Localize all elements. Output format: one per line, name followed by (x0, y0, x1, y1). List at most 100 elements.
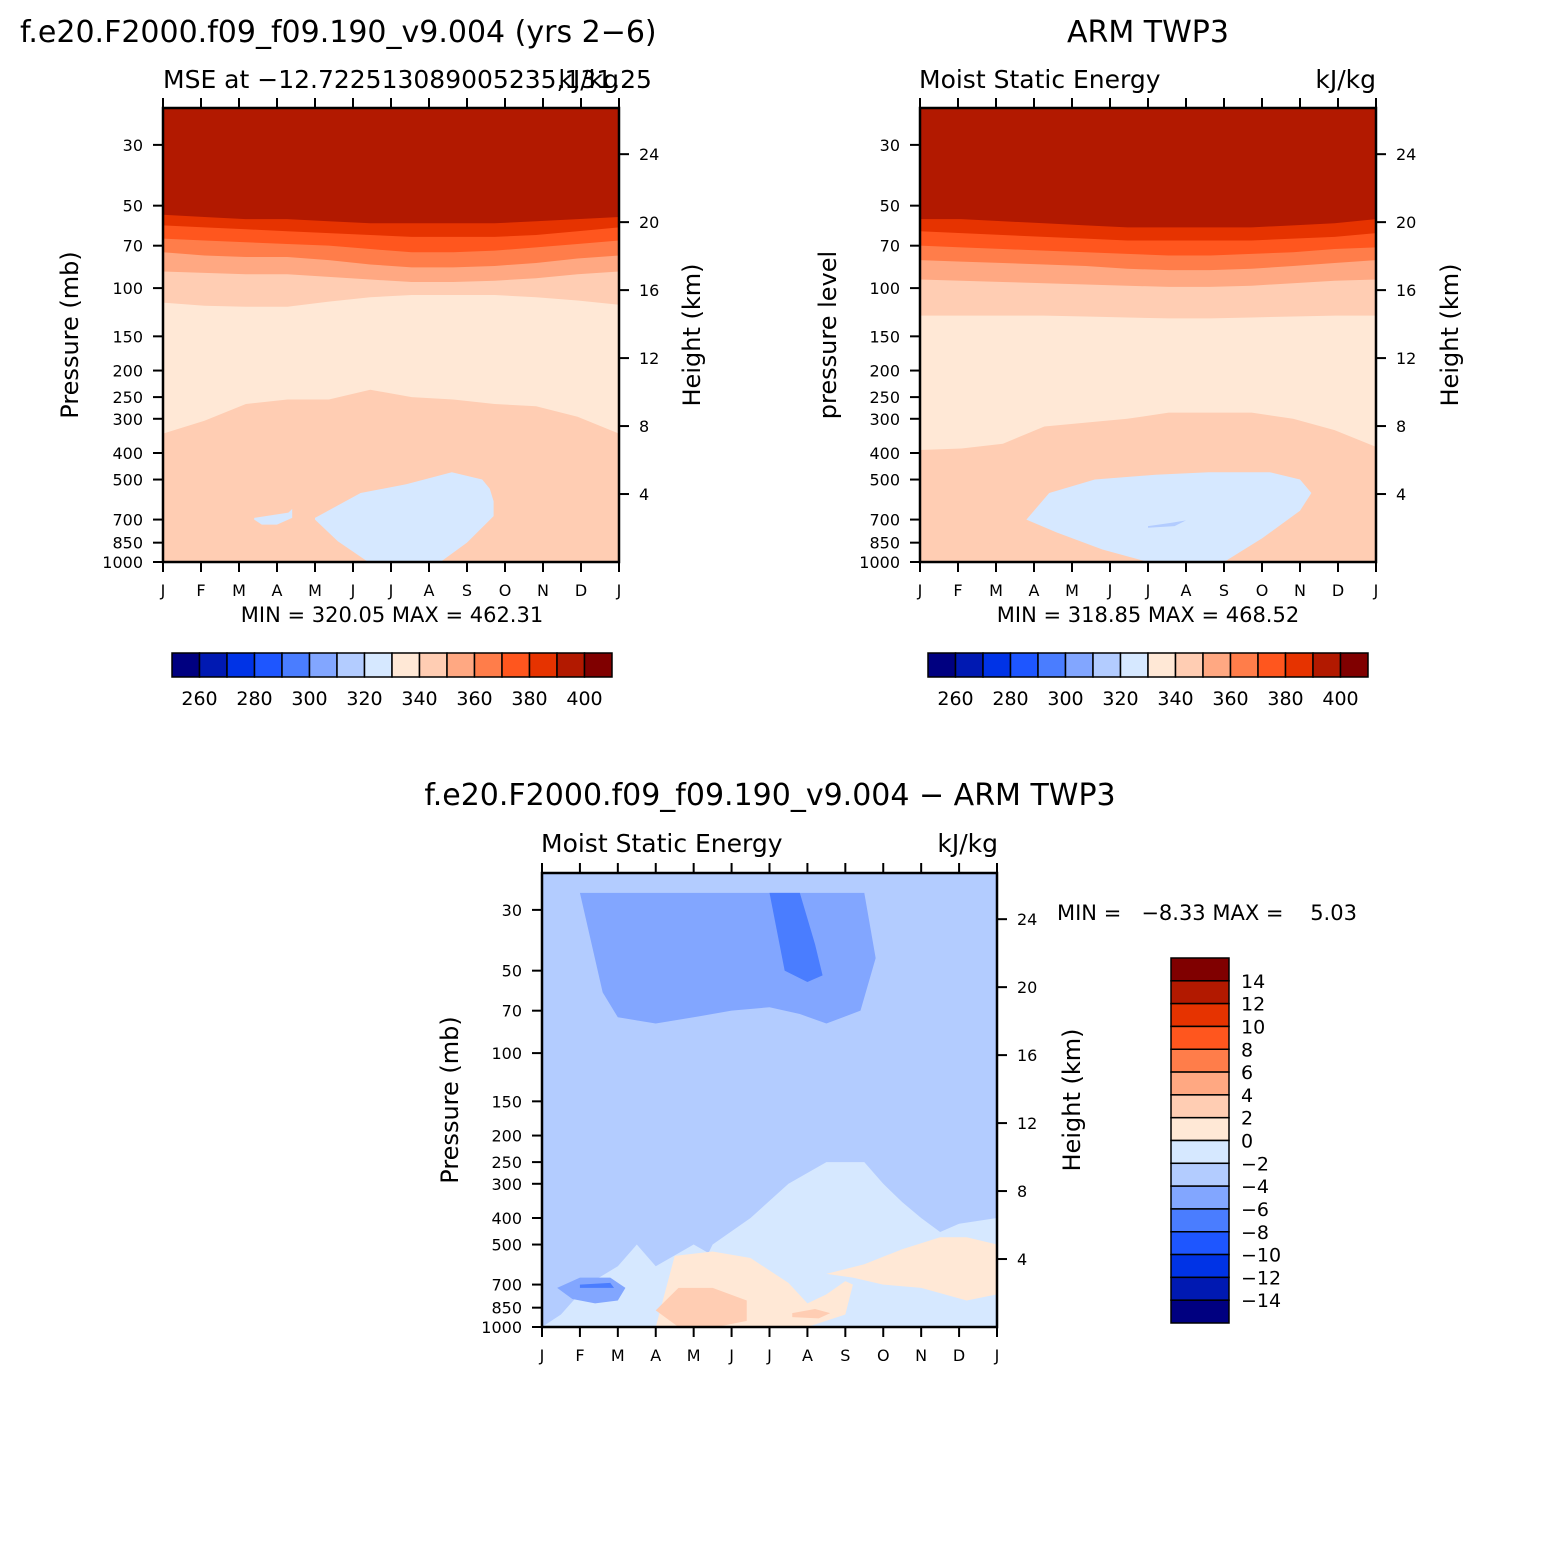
diff-colorbar-label: −8 (1241, 1222, 1269, 1244)
diff-ytick-label: 150 (491, 1092, 522, 1111)
diff-colorbar-label: 0 (1241, 1131, 1253, 1153)
panel-model: f.e20.F2000.f09_f09.190_v9.004 (yrs 2−6)… (20, 15, 706, 710)
diff-xtick-label: J (766, 1346, 772, 1365)
diff-height-tick-label: 20 (1017, 978, 1037, 997)
obs-colorbar-swatch (1284, 652, 1314, 678)
diff-ytick-label: 500 (491, 1236, 522, 1255)
model-colorbar-label: 380 (511, 688, 547, 710)
obs-colorbar-swatch (1202, 652, 1232, 678)
model-height-tick-label: 16 (639, 281, 659, 300)
model-height-tick-label: 24 (639, 145, 659, 164)
diff-ytick-label: 250 (491, 1153, 522, 1172)
obs-contour-band (920, 108, 1376, 228)
model-xtick-label: J (388, 581, 394, 600)
obs-colorbar-label: 340 (1157, 688, 1193, 710)
model-title-left: MSE at −12.722513089005235,131.25 (163, 65, 652, 94)
obs-height-tick-label: 24 (1396, 145, 1416, 164)
diff-height-tick-label: 24 (1017, 910, 1037, 929)
obs-ytick-label: 70 (880, 237, 900, 256)
diff-ytick-label: 850 (491, 1299, 522, 1318)
obs-ytick-label: 500 (869, 471, 900, 490)
diff-height-tick-label: 12 (1017, 1114, 1037, 1133)
model-ytick-label: 150 (112, 327, 143, 346)
obs-ytick-label: 200 (869, 362, 900, 381)
model-contour-region (315, 472, 494, 562)
model-height-tick-label: 12 (639, 349, 659, 368)
model-colorbar-swatch (363, 652, 393, 678)
obs-ytick-label: 1000 (859, 553, 900, 572)
diff-ytick-label: 300 (491, 1175, 522, 1194)
model-xtick-label: A (272, 581, 283, 600)
obs-suptitle: ARM TWP3 (1067, 15, 1229, 50)
model-colorbar-swatch (391, 652, 421, 678)
diff-ytick-label: 100 (491, 1044, 522, 1063)
model-xtick-label: J (616, 581, 622, 600)
obs-xtick-label: J (1145, 581, 1151, 600)
diff-xtick-label: D (953, 1346, 965, 1365)
diff-xtick-label: S (840, 1346, 850, 1365)
obs-xtick-label: J (1373, 581, 1379, 600)
model-ytick-label: 400 (112, 444, 143, 463)
obs-colorbar-swatch (1009, 652, 1039, 678)
diff-height-tick-label: 16 (1017, 1046, 1037, 1065)
diff-xtick-label: M (687, 1346, 701, 1365)
model-contour-region (163, 546, 296, 562)
obs-ytick-label: 700 (869, 511, 900, 530)
model-colorbar-swatch (446, 652, 476, 678)
obs-height-tick-label: 16 (1396, 281, 1416, 300)
diff-colorbar-label: 4 (1241, 1085, 1253, 1107)
diff-colorbar-swatch (1170, 1276, 1230, 1301)
obs-ytick-label: 30 (880, 136, 900, 155)
diff-colorbar-label: 14 (1241, 971, 1265, 993)
obs-xtick-label: A (1181, 581, 1192, 600)
diff-colorbar-swatch (1170, 1253, 1230, 1279)
model-xtick-label: J (350, 581, 356, 600)
diff-title-right: kJ/kg (937, 829, 998, 858)
obs-colorbar-swatch (1339, 652, 1369, 678)
diff-suptitle: f.e20.F2000.f09_f09.190_v9.004 − ARM TWP… (424, 778, 1115, 813)
obs-xtick-label: A (1029, 581, 1040, 600)
obs-colorbar-label: 300 (1047, 688, 1083, 710)
diff-ytick-label: 200 (491, 1127, 522, 1146)
diff-colorbar-swatch (1170, 1162, 1230, 1187)
diff-colorbar-swatch (1170, 1025, 1230, 1050)
model-xtick-label: J (160, 581, 166, 600)
diff-colorbar-swatch (1170, 1002, 1230, 1028)
obs-xtick-label: S (1219, 581, 1229, 600)
model-xtick-label: N (537, 581, 549, 600)
obs-colorbar-swatch (1064, 652, 1094, 678)
diff-title-left: Moist Static Energy (541, 829, 783, 858)
obs-xtick-label: N (1294, 581, 1306, 600)
model-colorbar-label: 400 (566, 688, 602, 710)
diff-ytick-label: 70 (502, 1002, 522, 1021)
diff-colorbar-label: 10 (1241, 1016, 1265, 1038)
diff-ytick-label: 400 (491, 1209, 522, 1228)
diff-xtick-label: O (877, 1346, 890, 1365)
model-height-tick-label: 8 (639, 417, 649, 436)
diff-xtick-label: J (728, 1346, 734, 1365)
model-ytick-label: 300 (112, 410, 143, 429)
model-colorbar-swatch (226, 652, 256, 678)
diff-colorbar-label: 6 (1241, 1062, 1253, 1084)
obs-contour-region (1148, 520, 1186, 528)
model-xtick-label: M (232, 581, 246, 600)
model-colorbar-swatch (308, 652, 338, 678)
obs-colorbar-label: 260 (937, 688, 973, 710)
obs-ytick-label: 50 (880, 197, 900, 216)
obs-colorbar-swatch (982, 652, 1012, 678)
diff-contour-region (655, 1287, 747, 1327)
model-xtick-label: D (575, 581, 587, 600)
model-ytick-label: 500 (112, 471, 143, 490)
diff-colorbar-label: −6 (1241, 1199, 1269, 1221)
model-xtick-label: S (462, 581, 472, 600)
diff-stats: MIN = −8.33 MAX = 5.03 (1057, 901, 1357, 925)
model-colorbar-swatch (473, 652, 503, 678)
diff-height-tick-label: 4 (1017, 1250, 1027, 1269)
obs-title-left: Moist Static Energy (919, 65, 1161, 94)
diff-colorbar-swatch (1170, 1116, 1230, 1142)
model-ytick-label: 700 (112, 511, 143, 530)
model-colorbar-label: 300 (291, 688, 327, 710)
diff-colorbar-swatch (1170, 1231, 1230, 1256)
obs-ylabel: pressure level (814, 251, 842, 419)
